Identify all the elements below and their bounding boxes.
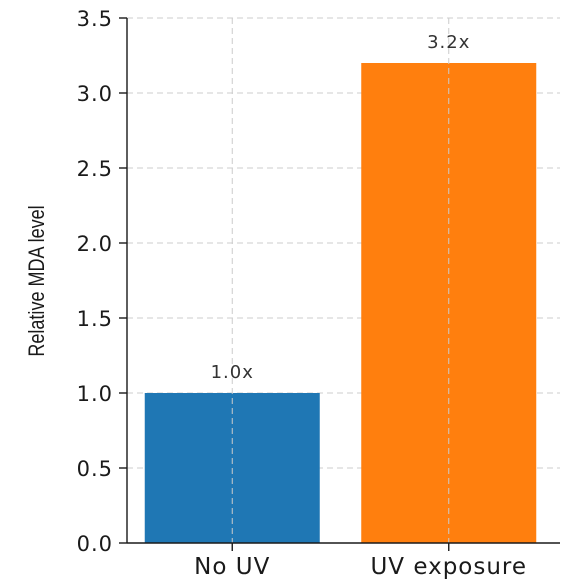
y-tick-label: 1.0 [77,382,113,406]
y-ticks: 0.0 0.5 1.0 1.5 2.0 2.5 3.0 3.5 [77,7,127,556]
y-tick-label: 3.5 [77,7,113,31]
y-tick-label: 1.5 [77,307,113,331]
bars [144,18,537,543]
x-tick-label: No UV [194,554,270,580]
y-tick-label: 3.0 [77,82,113,106]
x-tick-label: UV exposure [370,554,527,580]
axes [126,18,560,544]
bar-value-label: 1.0x [211,362,254,383]
y-tick-label: 2.5 [77,157,113,181]
x-ticks: No UV UV exposure [194,543,527,580]
y-tick-label: 2.0 [77,232,113,256]
y-tick-label: 0.0 [77,532,113,556]
bar-value-label: 3.2x [427,32,470,53]
y-axis-title: Relative MDA level [25,205,49,356]
y-tick-label: 0.5 [77,457,113,481]
data-labels: 1.0x 3.2x [211,32,470,383]
